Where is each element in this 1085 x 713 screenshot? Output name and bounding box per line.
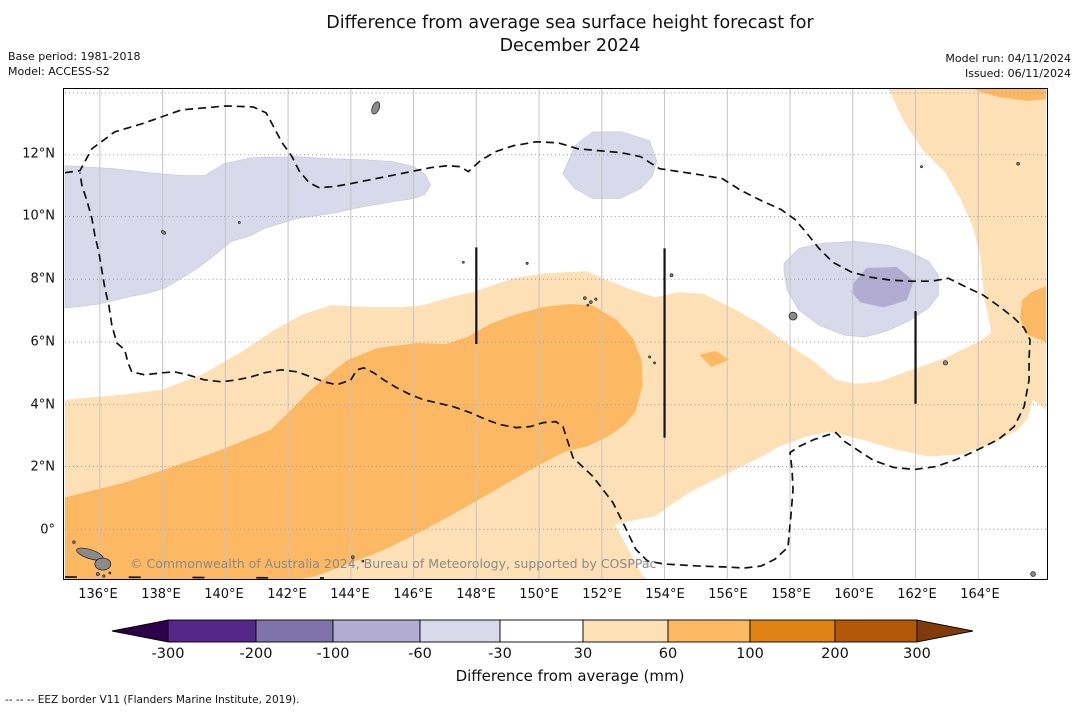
islet-dot <box>1016 161 1020 166</box>
latitude-gridlines <box>65 92 1046 530</box>
land-islands <box>72 101 1036 578</box>
island-dot <box>72 540 76 544</box>
colorbar-segment <box>834 619 918 643</box>
eez-border-south-segment <box>64 576 324 579</box>
chuuk-islet <box>594 297 598 301</box>
colorbar-tick-30: 30 <box>573 646 593 662</box>
colorbar-segment <box>167 619 257 643</box>
region-positive-moderate-small <box>699 350 730 367</box>
colorbar-tick--30: -30 <box>488 646 512 662</box>
sector-divider-lines <box>475 247 917 438</box>
pohnpei-island <box>788 311 798 321</box>
islet-dot <box>361 559 365 563</box>
copyright-watermark: © Commonwealth of Australia 2024, Bureau… <box>130 556 657 571</box>
colorbar-tick-200: 200 <box>821 646 849 662</box>
colorbar-segment <box>255 619 334 643</box>
guam-island <box>371 101 381 115</box>
colorbar-segment <box>332 619 421 643</box>
y-tick-8°N: 8°N <box>30 271 56 287</box>
islet-dot <box>1030 571 1036 577</box>
region-positive-moderate-topright <box>974 89 1046 101</box>
x-tick-156°E: 156°E <box>708 587 748 602</box>
chuuk-islet <box>586 303 590 307</box>
model-run-date: Model run: 04/11/2024 <box>945 52 1071 65</box>
islet-dot <box>669 273 674 278</box>
colorbar-segment <box>749 619 836 643</box>
x-tick-146°E: 146°E <box>393 587 433 602</box>
colorbar-tick-300: 300 <box>903 646 931 662</box>
chuuk-islet <box>583 296 587 300</box>
islet-dot <box>237 221 241 224</box>
x-tick-154°E: 154°E <box>645 587 685 602</box>
colorbar-tick-60: 60 <box>658 646 678 662</box>
x-tick-140°E: 140°E <box>204 587 244 602</box>
page-title: Difference from average sea surface heig… <box>55 12 1085 58</box>
islet-dot <box>648 355 652 359</box>
colorbar-label: Difference from average (mm) <box>455 667 685 685</box>
palau-island-south <box>94 557 112 571</box>
x-tick-158°E: 158°E <box>771 587 811 602</box>
islet-dot <box>351 555 355 559</box>
y-tick-0°: 0° <box>40 522 55 538</box>
colorbar-tick--60: -60 <box>408 646 432 662</box>
y-tick-6°N: 6°N <box>30 334 56 350</box>
x-tick-164°E: 164°E <box>960 587 1000 602</box>
y-tick-10°N: 10°N <box>22 208 55 224</box>
islet-dot <box>920 165 923 169</box>
sea-surface-height-map <box>64 89 1046 579</box>
region-negative-mild-northwest <box>64 156 431 309</box>
region-negative-moderate-core <box>851 266 914 308</box>
map-canvas <box>63 88 1048 580</box>
colorbar-svg <box>111 619 974 643</box>
colorbar-segment <box>419 619 501 643</box>
colorbar <box>100 615 985 649</box>
issued-date: Issued: 06/11/2024 <box>964 66 1071 80</box>
x-tick-142°E: 142°E <box>267 587 307 602</box>
x-tick-144°E: 144°E <box>330 587 370 602</box>
x-tick-150°E: 150°E <box>519 587 559 602</box>
y-tick-4°N: 4°N <box>30 397 56 413</box>
eez-border <box>64 105 1031 569</box>
x-tick-136°E: 136°E <box>78 587 118 602</box>
y-tick-12°N: 12°N <box>22 146 55 162</box>
region-positive-moderate-rightedge <box>1020 286 1046 342</box>
palau-islet <box>102 574 106 578</box>
kosrae-island <box>942 360 948 366</box>
yap-island <box>161 230 167 235</box>
colorbar-under-arrow <box>111 619 169 643</box>
y-tick-2°N: 2°N <box>30 459 56 475</box>
colorbar-over-arrow <box>916 619 974 643</box>
colorbar-tick--100: -100 <box>316 646 350 662</box>
region-positive-moderate-central <box>65 304 643 579</box>
base-period: Base period: 1981-2018 <box>8 50 141 63</box>
title-line1: Difference from average sea surface heig… <box>326 13 814 33</box>
title-line2: December 2024 <box>499 36 641 56</box>
palau-islet <box>108 571 112 575</box>
colorbar-segment <box>582 619 669 643</box>
chuuk-islet <box>589 300 593 304</box>
region-negative-mild-north-patch <box>562 131 657 199</box>
x-tick-148°E: 148°E <box>456 587 496 602</box>
colorbar-segment <box>499 619 584 643</box>
x-tick-160°E: 160°E <box>834 587 874 602</box>
run-info-left: Base period: 1981-2018 Model: ACCESS-S2 <box>8 50 140 79</box>
islet-dot <box>462 260 465 264</box>
run-info-right: Model run: 04/11/2024 Issued: 06/11/2024 <box>945 52 1071 81</box>
colorbar-tick--200: -200 <box>239 646 273 662</box>
x-tick-138°E: 138°E <box>141 587 181 602</box>
model-name: Model: ACCESS-S2 <box>8 64 110 78</box>
colorbar-tick--300: -300 <box>151 646 185 662</box>
colorbar-tick-100: 100 <box>736 646 764 662</box>
x-tick-152°E: 152°E <box>582 587 622 602</box>
palau-islet <box>96 572 100 576</box>
islet-dot <box>653 361 656 365</box>
eez-footnote: -- -- -- EEZ border V11 (Flanders Marine… <box>5 694 300 706</box>
x-tick-162°E: 162°E <box>897 587 937 602</box>
islet-dot <box>525 261 529 265</box>
colorbar-segment <box>667 619 751 643</box>
